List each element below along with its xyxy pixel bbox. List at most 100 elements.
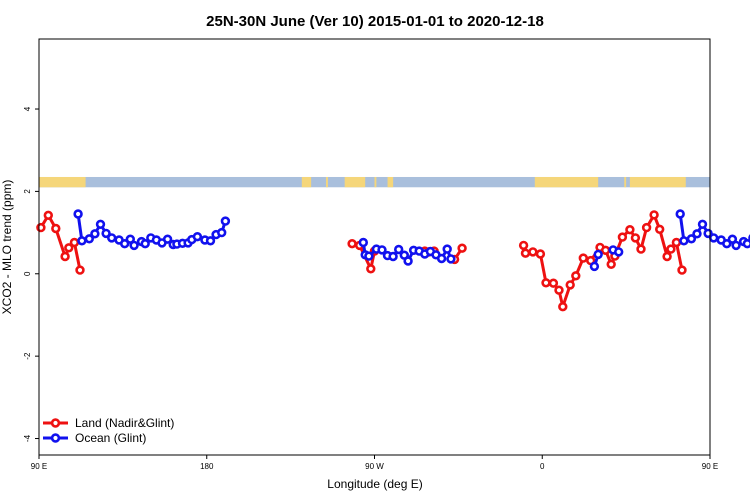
data-point xyxy=(666,244,676,254)
data-point xyxy=(600,245,611,256)
data-point xyxy=(377,245,387,255)
data-point xyxy=(95,219,106,230)
data-point xyxy=(571,271,581,281)
data-point xyxy=(106,233,117,243)
land-band xyxy=(387,176,394,188)
data-point xyxy=(535,249,546,259)
data-point xyxy=(205,236,216,246)
data-point xyxy=(613,247,624,257)
y-tick-label: -2 xyxy=(23,352,32,360)
land-band xyxy=(624,176,627,188)
data-point xyxy=(75,265,85,275)
data-point xyxy=(589,261,600,272)
x-tick-label: 90 E xyxy=(31,462,47,471)
x-tick-label: 180 xyxy=(200,462,214,471)
data-point xyxy=(625,225,635,235)
data-point xyxy=(593,249,603,260)
legend: Land (Nadir&Glint)Ocean (Glint) xyxy=(43,416,174,445)
land-band xyxy=(39,176,86,188)
land-band xyxy=(534,176,599,188)
data-point xyxy=(654,224,665,235)
data-point xyxy=(636,244,646,254)
data-point xyxy=(558,302,568,312)
legend-label: Ocean (Glint) xyxy=(75,431,146,445)
data-point xyxy=(119,239,130,249)
data-point xyxy=(442,244,452,254)
data-point xyxy=(686,234,697,244)
data-point xyxy=(125,234,136,244)
land-band xyxy=(344,176,366,188)
x-tick-label: 90 E xyxy=(702,462,718,471)
data-point xyxy=(662,251,672,262)
data-point xyxy=(541,278,551,288)
y-tick-label: -4 xyxy=(23,434,32,442)
data-point xyxy=(731,240,741,251)
data-point xyxy=(578,253,588,263)
y-tick-label: 0 xyxy=(23,271,32,276)
data-point xyxy=(617,232,628,242)
legend-marker xyxy=(50,433,61,443)
x-tick-label: 0 xyxy=(540,462,545,471)
data-point xyxy=(77,236,87,246)
data-point xyxy=(722,239,732,249)
data-point xyxy=(129,240,139,251)
data-point xyxy=(671,237,682,248)
data-point xyxy=(606,259,616,269)
data-point xyxy=(84,234,95,244)
data-point xyxy=(364,251,374,261)
y-tick-label: 4 xyxy=(23,106,32,111)
y-axis-label: XCO2 - MLO trend (ppm) xyxy=(0,180,14,315)
data-point xyxy=(436,253,447,264)
x-axis: 90 E 180 90 W 0 90 E xyxy=(31,455,718,471)
data-point xyxy=(457,243,467,253)
legend-label: Land (Nadir&Glint) xyxy=(75,416,174,430)
data-point xyxy=(220,216,231,226)
data-point xyxy=(677,265,687,275)
land-band xyxy=(301,176,312,188)
land-band xyxy=(326,176,328,188)
data-point xyxy=(403,256,413,266)
data-point xyxy=(548,278,559,288)
data-point xyxy=(520,248,531,258)
data-point xyxy=(140,239,150,249)
data-point xyxy=(649,210,659,220)
data-point xyxy=(347,239,357,249)
data-point xyxy=(692,229,702,239)
data-point xyxy=(446,254,456,264)
land-band xyxy=(374,176,377,188)
data-point xyxy=(192,232,203,242)
data-point xyxy=(742,239,750,249)
y-tick-label: 2 xyxy=(23,189,32,194)
data-point xyxy=(73,209,83,219)
data-point xyxy=(641,222,652,233)
data-point xyxy=(708,233,719,243)
data-point xyxy=(388,251,398,262)
series-layer xyxy=(36,209,750,312)
data-point xyxy=(43,210,53,221)
data-point xyxy=(90,229,100,239)
data-point xyxy=(630,233,641,243)
x-tick-label: 90 W xyxy=(365,462,384,471)
data-point xyxy=(518,240,529,251)
chart-title: 25N-30N June (Ver 10) 2015-01-01 to 2020… xyxy=(206,13,544,30)
y-axis: -4 -2 0 2 4 xyxy=(23,106,39,442)
land-band xyxy=(629,176,686,188)
legend-marker xyxy=(50,418,61,428)
data-point xyxy=(697,219,708,230)
data-point xyxy=(675,209,685,219)
data-point xyxy=(358,237,368,248)
data-point xyxy=(565,280,575,290)
data-point xyxy=(528,247,538,257)
data-point xyxy=(394,244,404,255)
data-point xyxy=(60,251,70,262)
data-point xyxy=(101,228,111,239)
data-point xyxy=(366,264,376,274)
land-ocean-strip xyxy=(39,176,710,188)
data-point xyxy=(51,223,61,234)
data-point xyxy=(217,227,227,238)
data-point xyxy=(679,236,689,246)
data-point xyxy=(64,243,74,253)
data-point xyxy=(554,285,564,295)
data-point xyxy=(69,237,80,248)
